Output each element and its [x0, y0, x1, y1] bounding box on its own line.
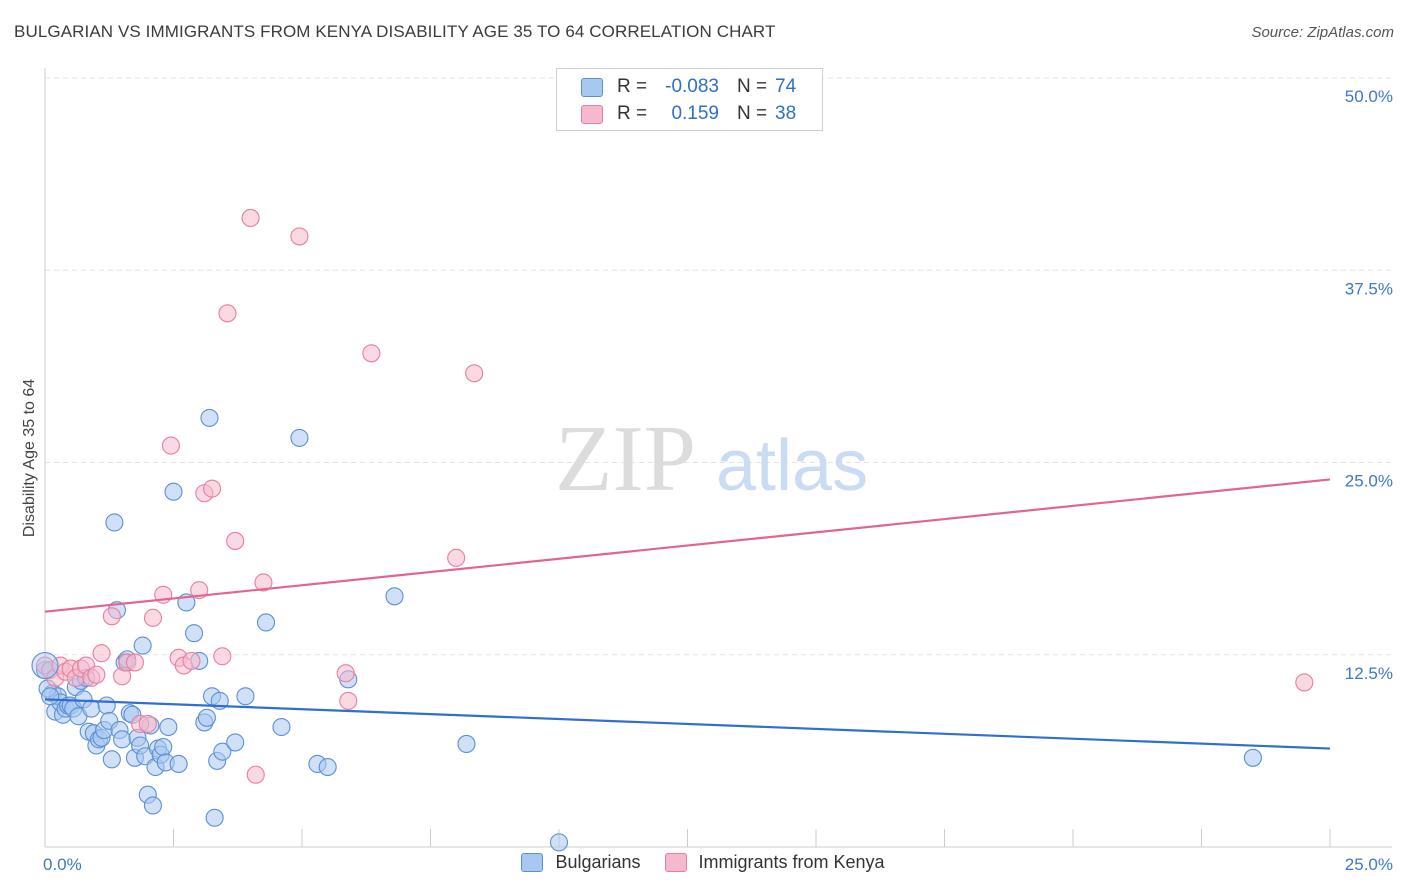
bulgarian-point: [105, 513, 124, 532]
tick-labels: 50.0% 37.5% 25.0% 12.5% 0.0% 25.0%: [43, 87, 1393, 874]
bulgarian-point: [205, 808, 224, 827]
n-label: N =: [737, 103, 768, 124]
kenya-point: [254, 573, 273, 592]
kenya-point: [246, 765, 265, 784]
watermark-zip: ZIP: [555, 407, 696, 511]
chart-title: BULGARIAN VS IMMIGRANTS FROM KENYA DISAB…: [14, 22, 776, 41]
kenya-point: [339, 691, 358, 710]
kenya-point: [336, 664, 355, 683]
bulgarian-point: [457, 734, 476, 754]
legend-label: Immigrants from Kenya: [698, 852, 885, 872]
bulgarian-trend-line: [44, 698, 1331, 750]
pink-swatch: [664, 853, 687, 872]
bulgarian-point: [272, 717, 291, 737]
kenya-point: [362, 344, 381, 363]
r-value: -0.083: [665, 76, 719, 97]
r-label: R =: [617, 103, 648, 124]
kenya-point: [241, 208, 260, 228]
bulgarian-point: [143, 796, 162, 815]
kenya-point: [218, 304, 237, 323]
legend-row-kenya: R = 0.159 N = 38: [581, 102, 796, 126]
r-value: 0.159: [671, 103, 719, 124]
bulgarian-point: [200, 408, 219, 427]
y-axis-label: Disability Age 35 to 64: [21, 379, 38, 537]
bulgarian-point: [133, 636, 152, 655]
x-tick-label: 0.0%: [43, 855, 82, 874]
data-points: [31, 208, 1314, 852]
kenya-point: [143, 608, 162, 627]
kenya-point: [203, 479, 222, 498]
kenya-point: [1295, 673, 1314, 692]
bulgarian-point: [213, 742, 232, 761]
kenya-point: [92, 644, 111, 663]
kenya-point: [125, 653, 144, 672]
bulgarian-point: [256, 613, 276, 632]
n-value: 74: [775, 76, 797, 97]
source-label: Source: ZipAtlas.com: [1251, 24, 1394, 41]
bulgarian-point: [41, 687, 60, 706]
legend-label: Bulgarians: [555, 852, 641, 872]
kenya-point: [182, 651, 201, 670]
bulgarian-point: [290, 428, 309, 447]
kenya-trend-line: [44, 478, 1331, 613]
bulgarian-point: [1243, 748, 1262, 767]
blue-swatch: [581, 77, 603, 97]
kenya-point: [102, 607, 121, 626]
series-legend: Bulgarians Immigrants from Kenya: [0, 852, 1406, 873]
pink-swatch: [581, 104, 603, 124]
n-label: N =: [737, 76, 768, 97]
legend-item-kenya: Immigrants from Kenya: [664, 852, 885, 873]
n-value: 38: [775, 103, 797, 124]
bulgarian-point: [31, 651, 59, 680]
bulgarian-point: [236, 687, 255, 706]
bulgarian-point: [549, 833, 569, 852]
axes: [44, 68, 1392, 848]
bulgarian-point: [154, 737, 173, 757]
kenya-point: [465, 364, 484, 383]
x-tick-label: 25.0%: [1345, 855, 1393, 874]
kenya-point: [213, 647, 232, 666]
bulgarian-point: [226, 733, 245, 752]
bulgarian-point: [102, 750, 121, 769]
watermark-atlas: atlas: [716, 426, 868, 506]
kenya-point: [447, 548, 466, 567]
kenya-point: [138, 714, 157, 734]
y-tick-label: 12.5%: [1345, 664, 1393, 683]
legend-item-bulgarians: Bulgarians: [521, 852, 641, 873]
bulgarian-point: [385, 587, 404, 606]
bulgarian-point: [159, 717, 178, 737]
bulgarian-point: [197, 708, 216, 727]
y-tick-label: 37.5%: [1345, 279, 1393, 298]
kenya-point: [226, 531, 245, 550]
blue-swatch: [521, 853, 544, 872]
y-tick-label: 25.0%: [1345, 472, 1393, 491]
grid-lines: [45, 77, 1392, 656]
bulgarian-point: [164, 482, 183, 501]
trend-lines: [44, 478, 1331, 750]
kenya-point: [161, 436, 180, 455]
legend-row-bulgarians: R = -0.083 N = 74: [581, 75, 796, 99]
kenya-point: [290, 227, 309, 246]
stats-legend: R = -0.083 N = 74 R = 0.159 N = 38: [556, 68, 823, 131]
bulgarian-point: [113, 730, 132, 749]
kenya-point: [87, 665, 106, 684]
y-tick-label: 50.0%: [1345, 87, 1393, 106]
bulgarian-point: [97, 696, 116, 715]
bulgarian-point: [318, 757, 337, 777]
bulgarian-point: [185, 624, 204, 643]
r-label: R =: [617, 76, 648, 97]
bulgarian-point: [169, 754, 188, 773]
bulgarian-point: [82, 699, 101, 718]
